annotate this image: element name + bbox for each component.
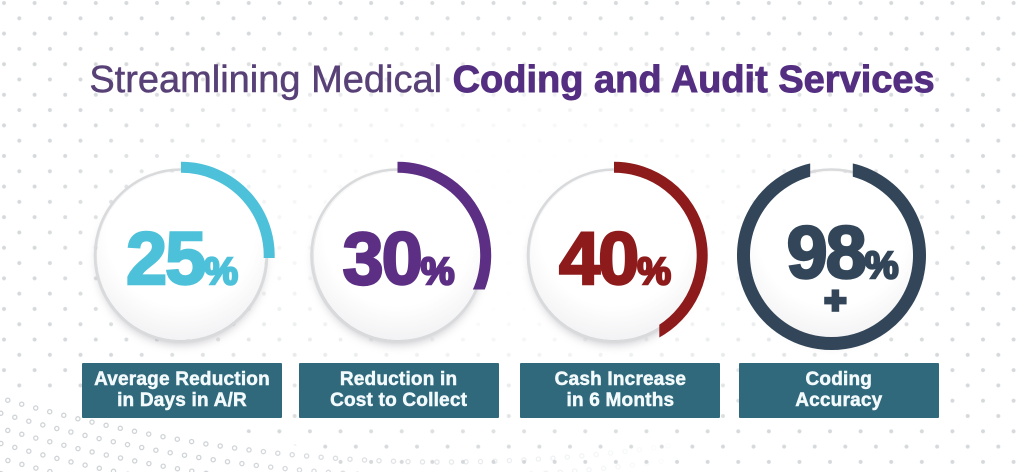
svg-text:30%: 30% xyxy=(342,217,453,300)
svg-text:98%: 98% xyxy=(786,211,897,294)
svg-text:40%: 40% xyxy=(559,217,670,300)
svg-text:25%: 25% xyxy=(126,217,237,300)
